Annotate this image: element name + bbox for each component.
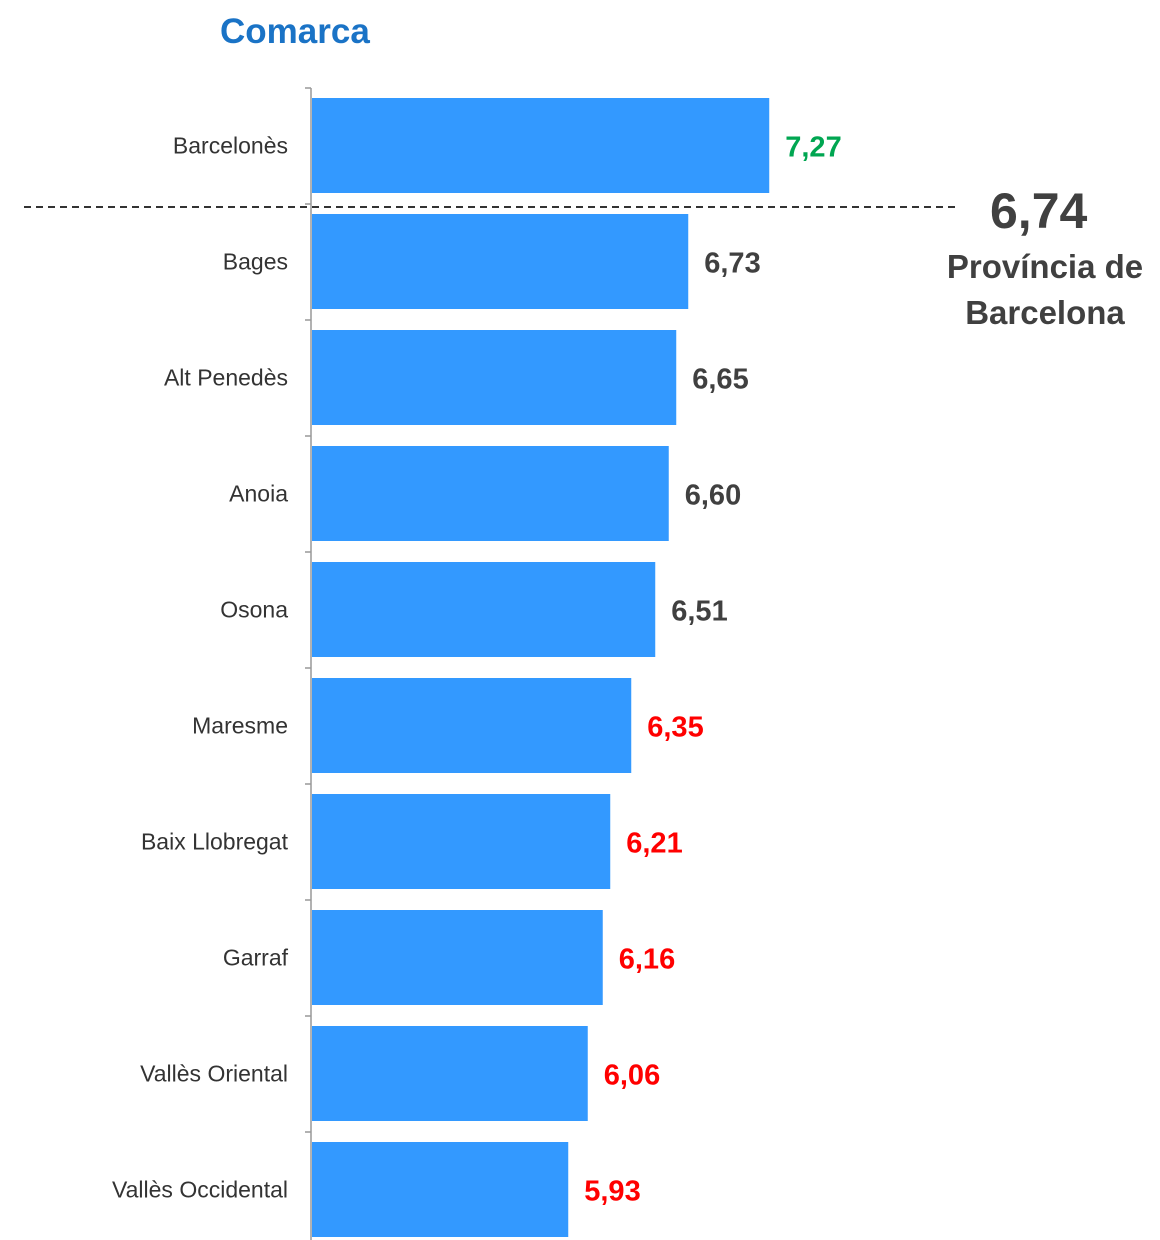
category-label: Anoia [229,481,288,507]
data-label: 6,16 [619,944,675,976]
category-label: Bages [223,249,288,275]
category-label: Osona [220,597,288,623]
reference-value: 6,74 [990,183,1088,239]
bar [312,98,770,193]
reference-label: Província de Barcelona [946,248,1144,331]
category-label: Barcelonès [173,133,288,159]
data-label: 6,21 [626,828,682,860]
bar [312,794,611,889]
category-label: Baix Llobregat [141,829,289,855]
data-label: 6,06 [604,1060,660,1092]
bar [312,446,669,541]
category-label: Maresme [192,713,288,739]
data-label: 5,93 [584,1176,640,1208]
bar [312,330,677,425]
category-label: Alt Penedès [164,365,288,391]
chart-title: Comarca [220,12,370,51]
data-label: 6,73 [704,248,760,280]
data-label: 6,60 [685,480,741,512]
category-label: Garraf [223,945,289,971]
data-label: 6,35 [647,712,703,744]
bar [312,214,689,309]
category-label: Vallès Oriental [140,1061,288,1087]
bar [312,562,656,657]
data-label: 6,65 [692,364,748,396]
bar [312,678,632,773]
category-label: Vallès Occidental [112,1177,288,1203]
bar [312,1142,569,1237]
data-label: 7,27 [785,132,841,164]
data-label: 6,51 [671,596,727,628]
bar [312,910,603,1005]
bar [312,1026,588,1121]
